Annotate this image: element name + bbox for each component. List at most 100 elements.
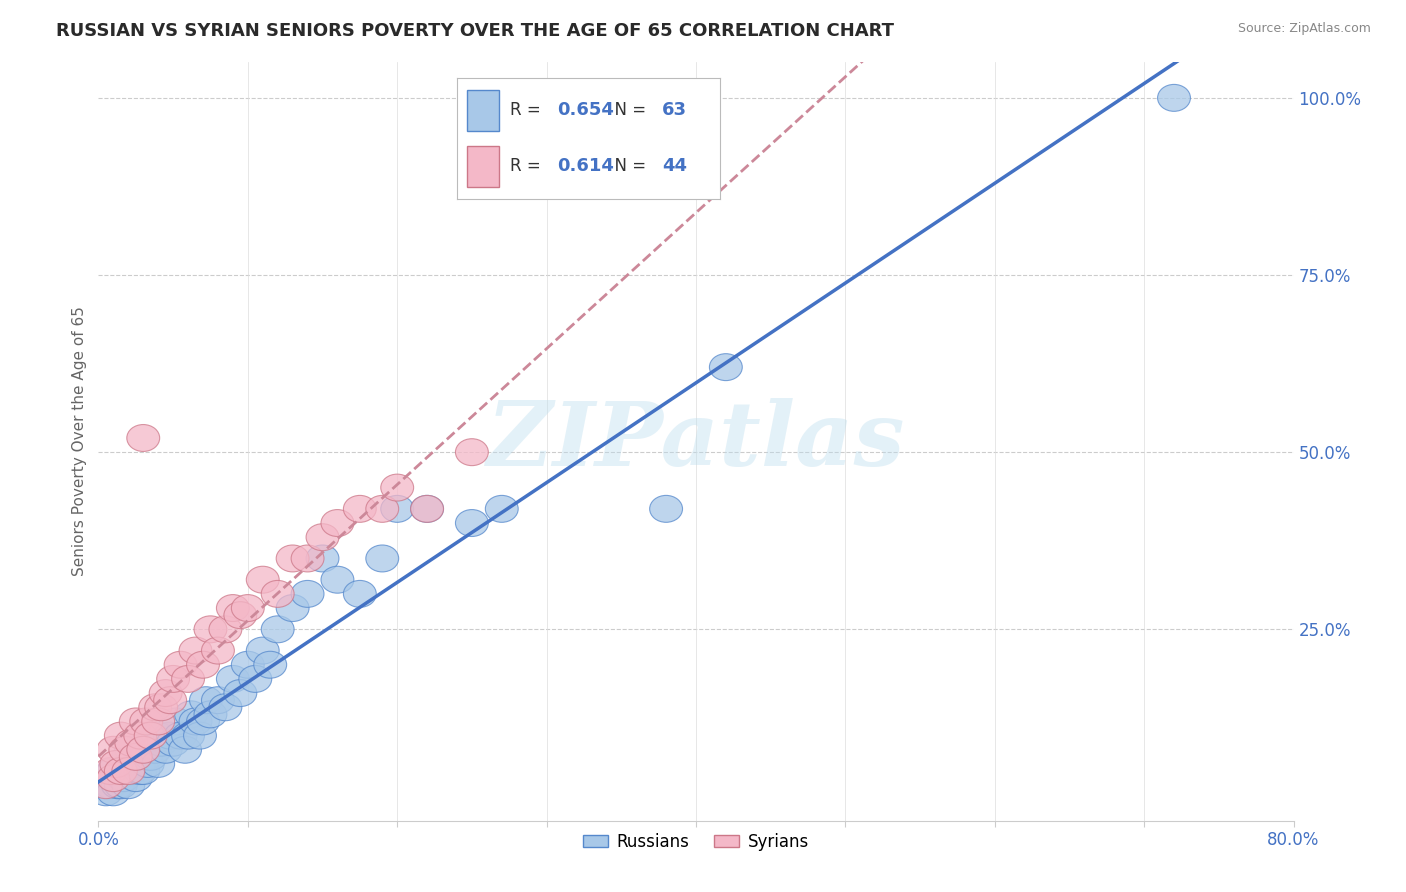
Ellipse shape bbox=[127, 736, 160, 764]
Ellipse shape bbox=[112, 757, 145, 784]
Ellipse shape bbox=[94, 772, 127, 798]
Ellipse shape bbox=[153, 723, 187, 749]
Ellipse shape bbox=[209, 615, 242, 643]
Ellipse shape bbox=[224, 602, 257, 629]
Ellipse shape bbox=[139, 736, 172, 764]
Ellipse shape bbox=[650, 495, 682, 523]
Text: RUSSIAN VS SYRIAN SENIORS POVERTY OVER THE AGE OF 65 CORRELATION CHART: RUSSIAN VS SYRIAN SENIORS POVERTY OVER T… bbox=[56, 22, 894, 40]
Ellipse shape bbox=[366, 495, 399, 523]
Ellipse shape bbox=[97, 736, 129, 764]
Ellipse shape bbox=[153, 687, 187, 714]
Ellipse shape bbox=[90, 779, 122, 805]
Ellipse shape bbox=[169, 736, 201, 764]
Ellipse shape bbox=[321, 566, 354, 593]
Ellipse shape bbox=[142, 723, 174, 749]
Ellipse shape bbox=[246, 637, 280, 664]
Y-axis label: Seniors Poverty Over the Age of 65: Seniors Poverty Over the Age of 65 bbox=[72, 307, 87, 576]
Ellipse shape bbox=[232, 651, 264, 678]
Ellipse shape bbox=[142, 750, 174, 778]
Legend: Russians, Syrians: Russians, Syrians bbox=[576, 827, 815, 858]
Ellipse shape bbox=[107, 764, 141, 791]
Ellipse shape bbox=[307, 545, 339, 572]
Ellipse shape bbox=[343, 581, 377, 607]
Ellipse shape bbox=[172, 665, 204, 692]
Ellipse shape bbox=[190, 687, 222, 714]
Ellipse shape bbox=[156, 665, 190, 692]
Ellipse shape bbox=[174, 701, 208, 728]
Ellipse shape bbox=[104, 772, 138, 798]
Ellipse shape bbox=[94, 757, 127, 784]
Ellipse shape bbox=[172, 723, 204, 749]
Ellipse shape bbox=[710, 353, 742, 381]
Ellipse shape bbox=[97, 779, 129, 805]
Ellipse shape bbox=[187, 708, 219, 735]
Ellipse shape bbox=[456, 439, 488, 466]
Ellipse shape bbox=[97, 757, 129, 784]
Ellipse shape bbox=[108, 750, 142, 778]
Text: ZIPatlas: ZIPatlas bbox=[488, 399, 904, 484]
Ellipse shape bbox=[100, 764, 132, 791]
Ellipse shape bbox=[112, 772, 145, 798]
Ellipse shape bbox=[321, 509, 354, 536]
Ellipse shape bbox=[108, 736, 142, 764]
Ellipse shape bbox=[485, 495, 519, 523]
Ellipse shape bbox=[201, 687, 235, 714]
Ellipse shape bbox=[381, 475, 413, 501]
Ellipse shape bbox=[291, 581, 323, 607]
Ellipse shape bbox=[411, 495, 443, 523]
Ellipse shape bbox=[124, 723, 156, 749]
Ellipse shape bbox=[127, 757, 160, 784]
Ellipse shape bbox=[104, 723, 138, 749]
Ellipse shape bbox=[187, 651, 219, 678]
Ellipse shape bbox=[381, 495, 413, 523]
Ellipse shape bbox=[115, 736, 148, 764]
Ellipse shape bbox=[104, 757, 138, 784]
Ellipse shape bbox=[246, 566, 280, 593]
Ellipse shape bbox=[165, 651, 197, 678]
Ellipse shape bbox=[291, 545, 323, 572]
Ellipse shape bbox=[90, 772, 122, 798]
Ellipse shape bbox=[115, 757, 148, 784]
Ellipse shape bbox=[135, 723, 167, 749]
Ellipse shape bbox=[276, 595, 309, 622]
Ellipse shape bbox=[194, 701, 226, 728]
Ellipse shape bbox=[97, 764, 129, 791]
Ellipse shape bbox=[217, 665, 249, 692]
Ellipse shape bbox=[120, 743, 152, 771]
Ellipse shape bbox=[135, 723, 167, 749]
Ellipse shape bbox=[145, 730, 177, 756]
Ellipse shape bbox=[142, 708, 174, 735]
Ellipse shape bbox=[307, 524, 339, 550]
Ellipse shape bbox=[122, 750, 155, 778]
Ellipse shape bbox=[160, 708, 193, 735]
Ellipse shape bbox=[145, 694, 177, 721]
Ellipse shape bbox=[184, 723, 217, 749]
Ellipse shape bbox=[101, 772, 135, 798]
Ellipse shape bbox=[209, 694, 242, 721]
Ellipse shape bbox=[149, 736, 183, 764]
Ellipse shape bbox=[115, 730, 148, 756]
Ellipse shape bbox=[239, 665, 271, 692]
Ellipse shape bbox=[124, 757, 156, 784]
Ellipse shape bbox=[135, 743, 167, 771]
Ellipse shape bbox=[456, 509, 488, 536]
Ellipse shape bbox=[129, 708, 163, 735]
Ellipse shape bbox=[194, 615, 226, 643]
Ellipse shape bbox=[104, 757, 138, 784]
Ellipse shape bbox=[262, 581, 294, 607]
Ellipse shape bbox=[129, 743, 163, 771]
Ellipse shape bbox=[131, 750, 165, 778]
Ellipse shape bbox=[165, 723, 197, 749]
Ellipse shape bbox=[120, 764, 152, 791]
Ellipse shape bbox=[156, 730, 190, 756]
Ellipse shape bbox=[179, 637, 212, 664]
Ellipse shape bbox=[217, 595, 249, 622]
Ellipse shape bbox=[120, 743, 152, 771]
Ellipse shape bbox=[254, 651, 287, 678]
Ellipse shape bbox=[232, 595, 264, 622]
Ellipse shape bbox=[276, 545, 309, 572]
Ellipse shape bbox=[366, 545, 399, 572]
Ellipse shape bbox=[127, 425, 160, 451]
Ellipse shape bbox=[127, 736, 160, 764]
Ellipse shape bbox=[149, 680, 183, 706]
